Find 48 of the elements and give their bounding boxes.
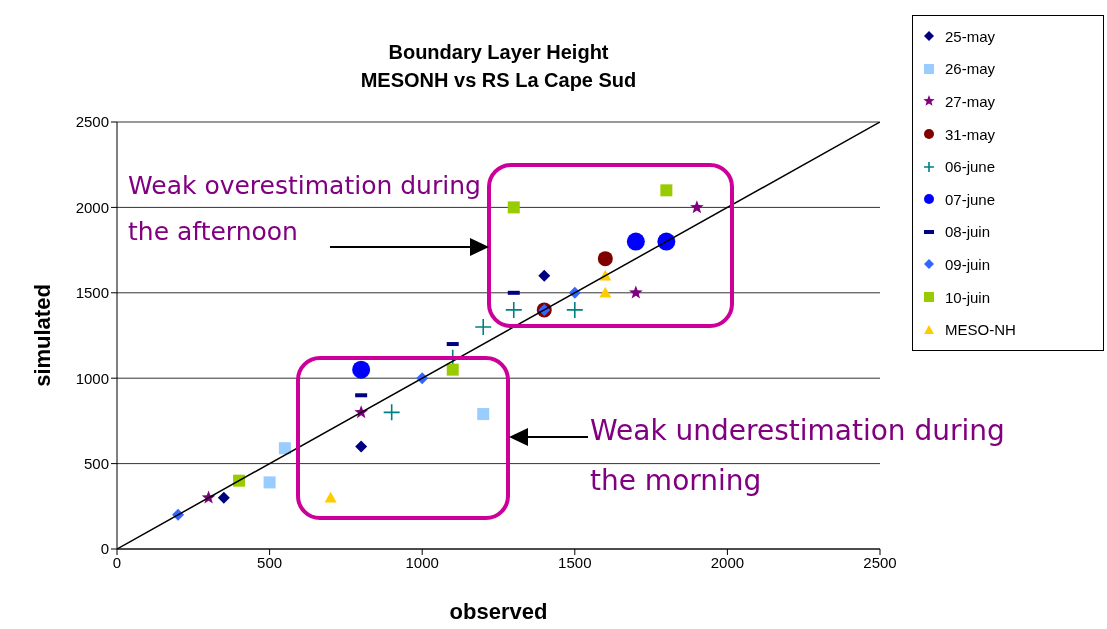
- point: [324, 491, 337, 503]
- y-tick-label: 1000: [75, 369, 109, 387]
- x-tick-label: 1500: [558, 553, 592, 571]
- point: [566, 301, 584, 319]
- legend-label: 09-juin: [945, 255, 991, 273]
- point: [597, 251, 613, 267]
- chart-subtitle: MESONH vs RS La Cape Sud: [359, 68, 638, 93]
- x-tick-label: 500: [257, 553, 283, 571]
- point: [352, 360, 371, 379]
- y-tick-label: 0: [100, 540, 109, 558]
- legend-label: 27-may: [945, 92, 996, 110]
- point: [660, 184, 673, 197]
- point: [217, 491, 230, 504]
- point: [507, 201, 520, 214]
- legend-label: 06-june: [945, 158, 996, 176]
- y-tick-label: 500: [83, 454, 109, 472]
- legend-label: 10-juin: [945, 288, 991, 306]
- point: [626, 232, 645, 251]
- point: [355, 440, 368, 453]
- y-tick-label: 2000: [75, 198, 109, 216]
- y-tick-label: 1500: [75, 284, 109, 302]
- legend-label: 07-june: [945, 190, 996, 208]
- x-tick-label: 0: [112, 553, 122, 571]
- x-tick-label: 1000: [405, 553, 439, 571]
- legend-label: 08-juin: [945, 223, 991, 241]
- legend-label: 26-may: [945, 60, 996, 78]
- legend-label: 31-may: [945, 125, 996, 143]
- point: [538, 269, 551, 282]
- x-axis-title: observed: [449, 599, 548, 624]
- point: [474, 318, 493, 336]
- point: [690, 200, 704, 214]
- point: [599, 286, 612, 298]
- point: [477, 408, 490, 421]
- point: [382, 403, 401, 422]
- point: [504, 301, 523, 319]
- x-tick-label: 2000: [710, 553, 745, 571]
- point: [628, 285, 643, 299]
- point: [263, 476, 276, 489]
- point: [278, 442, 291, 455]
- y-axis-title: simulated: [29, 284, 55, 387]
- annotation: Weak overestimation during the afternoon: [128, 171, 481, 246]
- x-tick-label: 2500: [863, 553, 897, 571]
- point: [446, 363, 459, 376]
- chart-title: Boundary Layer Height: [387, 40, 610, 65]
- legend-label: MESO-NH: [945, 321, 1016, 339]
- annotation: Weak underestimation during the morning: [590, 414, 1005, 497]
- legend-label: 25-may: [945, 27, 996, 45]
- y-tick-label: 2500: [75, 113, 109, 131]
